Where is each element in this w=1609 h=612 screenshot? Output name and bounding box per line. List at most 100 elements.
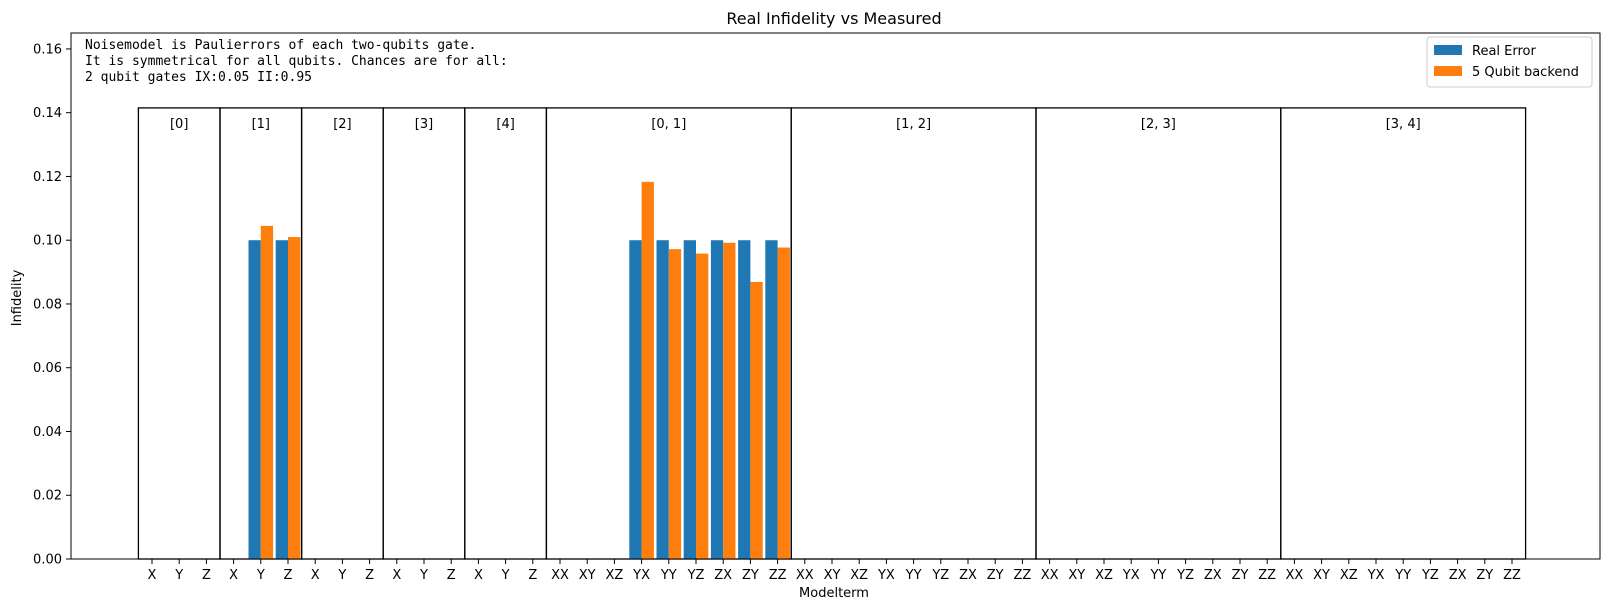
x-tick-label: Z	[528, 568, 537, 583]
x-tick-label: YY	[905, 568, 922, 583]
x-tick-label: XZ	[1095, 568, 1113, 583]
x-tick-label: X	[229, 568, 238, 583]
legend-label-real-error: Real Error	[1472, 44, 1537, 59]
x-tick-label: ZZ	[1013, 568, 1031, 583]
y-axis-label: Infidelity	[10, 269, 25, 326]
x-tick-label: YX	[877, 568, 895, 583]
x-tick-label: Z	[284, 568, 293, 583]
group-label: [2, 3]	[1141, 117, 1176, 132]
x-tick-label: YZ	[931, 568, 949, 583]
x-tick-label: XY	[1068, 568, 1085, 583]
y-tick-label: 0.06	[33, 361, 62, 376]
bar-backend	[777, 247, 790, 559]
x-tick-label: ZY	[987, 568, 1004, 583]
x-tick-label: ZY	[1232, 568, 1249, 583]
x-tick-label: ZX	[959, 568, 977, 583]
x-tick-label: X	[311, 568, 320, 583]
legend-swatch-real-error	[1434, 45, 1462, 55]
bar-real-error	[275, 240, 288, 559]
plot-frame	[70, 32, 1601, 560]
x-tick-label: Y	[174, 568, 183, 583]
group-label: [1, 2]	[896, 117, 931, 132]
x-tick-label: ZZ	[1258, 568, 1276, 583]
bar-real-error	[629, 240, 642, 559]
legend-label-backend: 5 Qubit backend	[1472, 65, 1579, 80]
x-tick-label: Z	[202, 568, 211, 583]
x-tick-label: XZ	[1340, 568, 1358, 583]
annotation-line-3: 2 qubit gates IX:0.05 II:0.95	[85, 70, 312, 85]
x-tick-label: XY	[579, 568, 596, 583]
group-label: [4]	[496, 117, 514, 132]
x-tick-label: YZ	[1176, 568, 1194, 583]
bar-backend	[288, 237, 301, 560]
group-box	[1280, 107, 1527, 560]
x-tick-label: YY	[1394, 568, 1411, 583]
x-tick-label: XY	[824, 568, 841, 583]
x-tick-label: XY	[1313, 568, 1330, 583]
bar-backend	[260, 225, 274, 559]
group-label: [0]	[170, 117, 188, 132]
y-tick-label: 0.00	[33, 553, 62, 568]
bar-real-error	[656, 240, 669, 559]
x-tick-label: X	[148, 568, 157, 583]
x-tick-label: YZ	[1421, 568, 1439, 583]
group-box	[137, 107, 221, 560]
group-label: [2]	[333, 117, 351, 132]
y-tick-label: 0.12	[33, 170, 62, 185]
bar-real-error	[248, 240, 261, 559]
x-tick-label: YX	[1367, 568, 1385, 583]
group-box	[382, 107, 466, 560]
bar-real-error	[683, 240, 696, 559]
x-tick-label: Z	[447, 568, 456, 583]
annotation-box: Noisemodel is Paulierrors of each two-qu…	[85, 38, 508, 85]
group-label: [0, 1]	[651, 117, 686, 132]
group-box	[1035, 107, 1282, 560]
bar-real-error	[710, 240, 724, 559]
x-axis-label: Modelterm	[799, 586, 869, 601]
x-tick-label: ZX	[1204, 568, 1222, 583]
group-label: [1]	[252, 117, 270, 132]
annotation-line-1: Noisemodel is Paulierrors of each two-qu…	[85, 38, 476, 53]
group-label: [3]	[415, 117, 433, 132]
group-box	[790, 107, 1037, 560]
bar-backend	[750, 281, 763, 559]
x-tick-label: Z	[365, 568, 374, 583]
legend: Real Error 5 Qubit backend	[1426, 36, 1593, 88]
x-tick-label: XX	[551, 568, 569, 583]
y-tick-label: 0.16	[33, 42, 62, 57]
group-boxes: [0] [1] [2] [3] [4] [0, 1] [1, 2] [2, 3] [3, 4]	[137, 107, 1527, 560]
x-tick-label: ZY	[742, 568, 759, 583]
group-label: [3, 4]	[1386, 117, 1421, 132]
y-tick-label: 0.02	[33, 489, 62, 504]
x-tick-label: YY	[660, 568, 677, 583]
y-tick-label: 0.08	[33, 297, 62, 312]
bar-real-error	[765, 240, 778, 559]
x-tick-label: ZZ	[769, 568, 787, 583]
bars	[248, 181, 790, 560]
x-tick-label: YX	[1122, 568, 1140, 583]
x-tick-label: ZX	[714, 568, 732, 583]
x-tick-label: YX	[632, 568, 650, 583]
bar-real-error	[738, 240, 751, 559]
x-tick-label: ZY	[1476, 568, 1493, 583]
x-tick-label: X	[392, 568, 401, 583]
bar-backend	[723, 242, 736, 559]
bar-backend	[668, 249, 682, 559]
annotation-line-2: It is symmetrical for all qubits. Chance…	[85, 54, 508, 69]
y-tick-label: 0.10	[33, 234, 62, 249]
x-tick-label: X	[474, 568, 483, 583]
axes: X Y Z X Y Z X Y Z X Y Z X Y Z XX XY XZ YX YY YZ ZX ZY ZZ XX XY XZ Y…	[33, 32, 1601, 583]
x-tick-label: XX	[1041, 568, 1059, 583]
x-tick-label: ZZ	[1503, 568, 1521, 583]
x-tick-label: Y	[501, 568, 510, 583]
chart-title: Real Infidelity vs Measured	[726, 9, 941, 28]
x-tick-label: YZ	[687, 568, 705, 583]
x-tick-label: YY	[1149, 568, 1166, 583]
legend-frame	[1426, 36, 1593, 88]
x-tick-label: XZ	[605, 568, 623, 583]
x-tick-label: XZ	[850, 568, 868, 583]
x-tick-label: Y	[419, 568, 428, 583]
group-box	[464, 107, 548, 560]
x-tick-label: Y	[337, 568, 346, 583]
